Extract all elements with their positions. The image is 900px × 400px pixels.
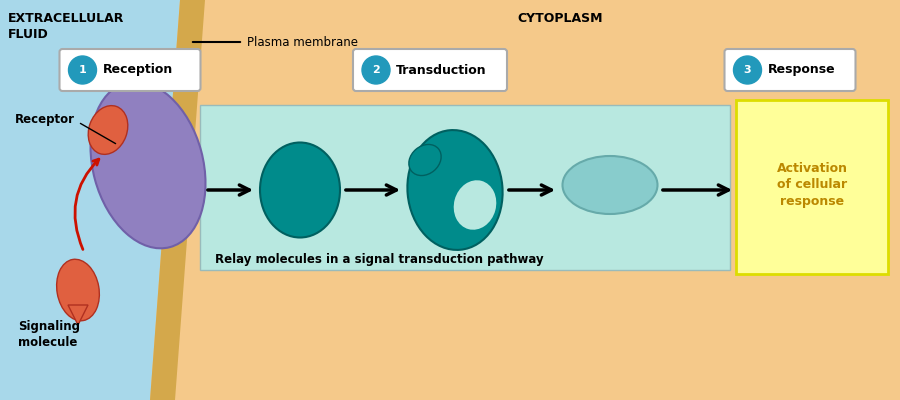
Text: Signaling
molecule: Signaling molecule	[18, 320, 80, 349]
Text: Plasma membrane: Plasma membrane	[247, 36, 358, 48]
Ellipse shape	[562, 156, 658, 214]
Circle shape	[734, 56, 761, 84]
FancyBboxPatch shape	[724, 49, 856, 91]
Circle shape	[362, 56, 390, 84]
Bar	[200, 105, 730, 270]
Text: Receptor: Receptor	[15, 114, 75, 126]
FancyBboxPatch shape	[353, 49, 507, 91]
Ellipse shape	[408, 130, 502, 250]
Polygon shape	[150, 0, 205, 400]
Text: Transduction: Transduction	[396, 64, 487, 76]
Text: Response: Response	[768, 64, 835, 76]
Ellipse shape	[88, 106, 128, 154]
Polygon shape	[0, 0, 180, 400]
Text: EXTRACELLULAR
FLUID: EXTRACELLULAR FLUID	[8, 12, 124, 41]
Circle shape	[68, 56, 96, 84]
Ellipse shape	[91, 82, 205, 248]
Text: Activation
of cellular
response: Activation of cellular response	[777, 162, 848, 208]
Text: 3: 3	[743, 65, 752, 75]
Ellipse shape	[260, 142, 340, 238]
Polygon shape	[68, 305, 88, 325]
Ellipse shape	[409, 144, 441, 176]
FancyBboxPatch shape	[59, 49, 201, 91]
Text: CYTOPLASM: CYTOPLASM	[518, 12, 603, 25]
Text: Relay molecules in a signal transduction pathway: Relay molecules in a signal transduction…	[215, 254, 544, 266]
Text: 1: 1	[78, 65, 86, 75]
Text: 2: 2	[372, 65, 380, 75]
Ellipse shape	[57, 259, 99, 321]
FancyBboxPatch shape	[736, 100, 888, 274]
Text: Reception: Reception	[103, 64, 173, 76]
Ellipse shape	[454, 180, 496, 230]
